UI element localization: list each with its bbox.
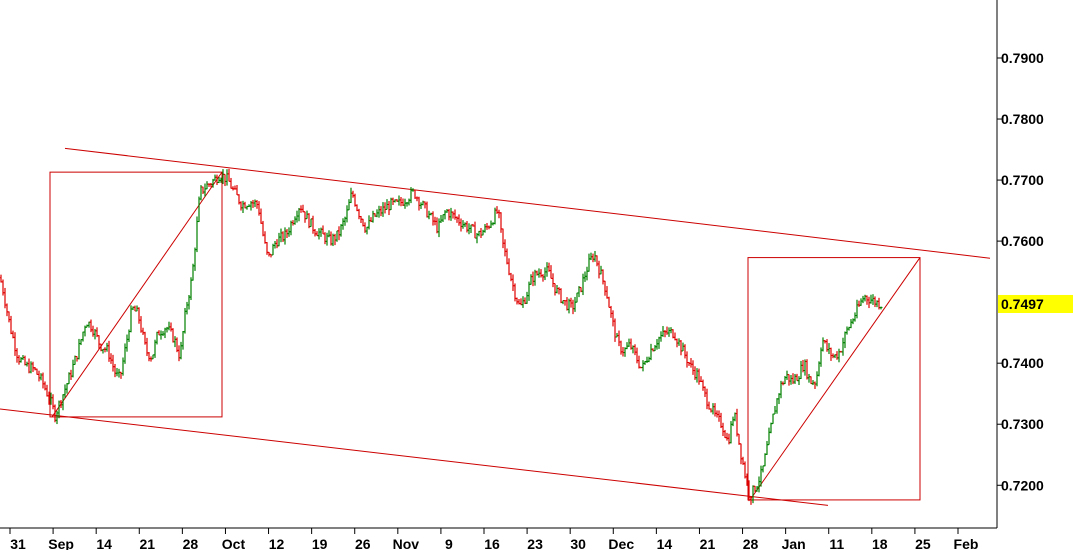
right-rally-box	[747, 257, 921, 501]
right-box-diagonal	[749, 257, 921, 501]
price-tick-label: 0.7200	[1001, 477, 1044, 493]
left-box-diagonal	[51, 171, 223, 418]
date-tick-label: 28	[743, 536, 759, 550]
date-tick-label: 31	[10, 536, 26, 550]
date-tick-label: 26	[355, 536, 371, 550]
trend-annotations	[0, 147, 991, 506]
date-tick-label: 18	[872, 536, 888, 550]
lower-channel-line	[0, 408, 829, 506]
price-tick-label: 0.7400	[1001, 355, 1044, 371]
date-tick-label: 25	[915, 536, 931, 550]
left-consolidation-box	[49, 171, 223, 418]
date-tick-label: 11	[829, 536, 844, 550]
price-tick-label: 0.7600	[1001, 233, 1044, 249]
date-tick-label: Dec	[608, 536, 634, 550]
date-tick-label: Oct	[222, 536, 246, 550]
last-price-label: 0.7497	[1001, 296, 1044, 312]
price-axis: 0.7900 0.7800 0.7700 0.7600 0.7400 0.7300 0.72…	[996, 0, 1073, 528]
price-tick-label: 0.7300	[1001, 416, 1044, 432]
date-tick-label: 14	[96, 536, 112, 550]
date-tick-label: Feb	[954, 536, 979, 550]
date-tick-label: Sep	[48, 536, 74, 550]
date-tick-label: 12	[269, 536, 285, 550]
date-axis: 31 Sep 14 21 28 Oct 12 19 26 Nov 9 16 23 30 Dec 14 21 28 J…	[0, 527, 997, 550]
date-tick-label: 21	[700, 536, 716, 550]
price-tick-label: 0.7800	[1001, 111, 1044, 127]
date-tick-label: Jan	[782, 536, 806, 550]
date-tick-label: 28	[183, 536, 199, 550]
upper-channel-line	[64, 147, 991, 259]
price-tick-label: 0.7900	[1001, 50, 1044, 66]
date-tick-label: 21	[139, 536, 155, 550]
ohlc-bars	[0, 168, 883, 505]
date-tick-label: 19	[312, 536, 328, 550]
price-tick-label: 0.7700	[1001, 172, 1044, 188]
date-tick-label: 16	[484, 536, 500, 550]
date-tick-label: 23	[527, 536, 543, 550]
date-tick-label: 30	[570, 536, 586, 550]
date-tick-label: 9	[445, 536, 453, 550]
date-tick-label: 14	[657, 536, 673, 550]
date-tick-label: Nov	[393, 536, 420, 550]
last-price-badge	[998, 294, 1073, 313]
